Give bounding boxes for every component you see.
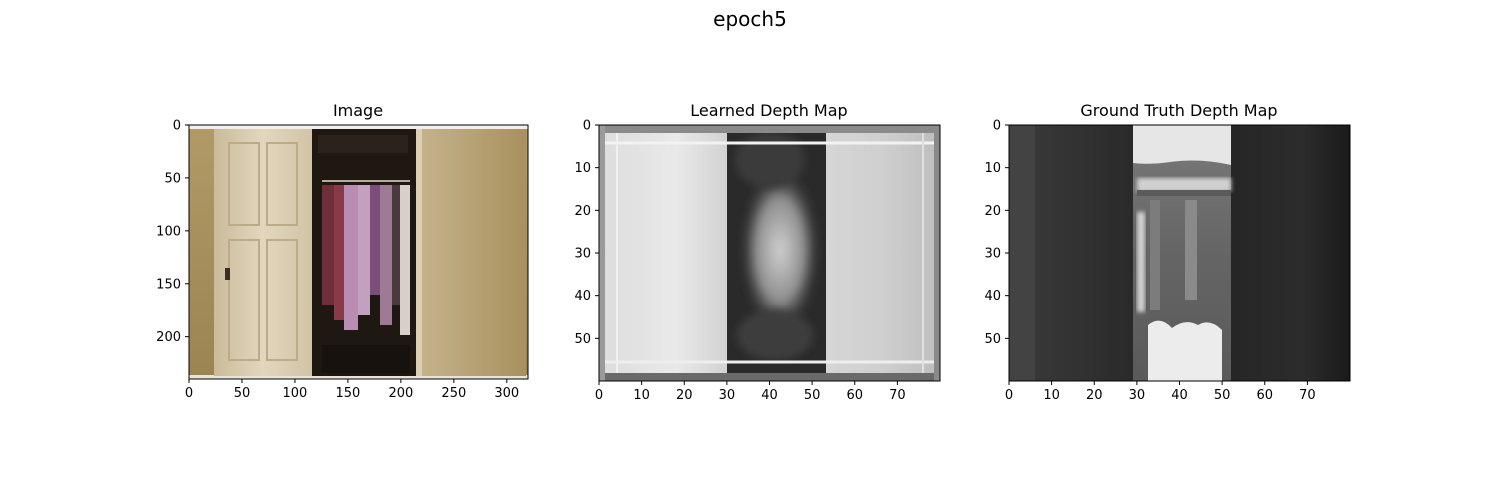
y-tick-label-learned: 40 <box>574 289 591 304</box>
axes-frame-image <box>188 124 529 380</box>
y-tick-label-ground-truth: 40 <box>984 289 1001 304</box>
y-tick-label-image: 100 <box>156 224 181 239</box>
x-tick-label-ground-truth: 60 <box>1256 388 1273 403</box>
panel-learned-depth: Learned Depth Map 0 10 20 30 40 50 60 70 0 10 20 30… <box>574 101 941 404</box>
photo-image <box>189 125 528 379</box>
y-tick-label-image: 150 <box>156 277 181 292</box>
panel-ground-truth: Ground Truth Depth Map 0 10 20 30 40 50 60 70 0 1… <box>984 101 1351 404</box>
x-tick-label-learned: 60 <box>846 388 863 403</box>
y-tick-label-image: 200 <box>156 330 181 345</box>
panel-title-image: Image <box>333 101 383 120</box>
x-tick-label-image: 300 <box>494 386 519 401</box>
panel-title-learned: Learned Depth Map <box>690 101 847 120</box>
panel-title-ground-truth: Ground Truth Depth Map <box>1080 101 1277 120</box>
y-tick-label-ground-truth: 10 <box>984 161 1001 176</box>
x-tick-label-ground-truth: 50 <box>1214 388 1231 403</box>
y-tick-label-image: 0 <box>173 119 181 134</box>
x-tick-label-learned: 0 <box>595 388 603 403</box>
x-tick-label-learned: 10 <box>633 388 650 403</box>
x-tick-label-learned: 50 <box>804 388 821 403</box>
x-tick-label-ground-truth: 40 <box>1171 388 1188 403</box>
y-tick-label-learned: 30 <box>574 247 591 262</box>
x-tick-label-ground-truth: 0 <box>1005 388 1013 403</box>
x-tick-label-learned: 70 <box>889 388 906 403</box>
y-tick-label-ground-truth: 50 <box>984 332 1001 347</box>
x-tick-label-ground-truth: 10 <box>1043 388 1060 403</box>
y-tick-label-ground-truth: 0 <box>993 119 1001 134</box>
axes-learned: 0 10 20 30 40 50 60 70 0 10 20 30 40 50 <box>574 119 905 404</box>
learned-depth-image <box>599 125 940 381</box>
y-tick-label-learned: 10 <box>574 161 591 176</box>
axes-image: 0 50 100 150 200 250 300 0 50 100 150 200 <box>156 119 519 402</box>
figure-suptitle: epoch5 <box>713 7 787 31</box>
panel-image: Image <box>156 101 529 402</box>
y-tick-label-learned: 0 <box>583 119 591 134</box>
y-tick-label-learned: 20 <box>574 204 591 219</box>
x-tick-label-image: 0 <box>185 386 193 401</box>
y-tick-label-ground-truth: 30 <box>984 247 1001 262</box>
x-tick-label-learned: 40 <box>761 388 778 403</box>
y-tick-label-ground-truth: 20 <box>984 204 1001 219</box>
y-tick-label-learned: 50 <box>574 332 591 347</box>
x-tick-label-image: 250 <box>441 386 466 401</box>
y-tick-label-image: 50 <box>164 171 181 186</box>
x-tick-label-learned: 30 <box>719 388 736 403</box>
ground-truth-depth-image <box>1009 125 1350 381</box>
x-tick-label-ground-truth: 20 <box>1086 388 1103 403</box>
x-tick-label-image: 100 <box>283 386 308 401</box>
axes-ground-truth: 0 10 20 30 40 50 60 70 0 10 20 30 40 50 <box>984 119 1315 404</box>
x-tick-label-ground-truth: 70 <box>1299 388 1316 403</box>
x-tick-label-image: 50 <box>234 386 251 401</box>
x-tick-label-ground-truth: 30 <box>1129 388 1146 403</box>
x-tick-label-image: 200 <box>388 386 413 401</box>
x-tick-label-learned: 20 <box>676 388 693 403</box>
x-tick-label-image: 150 <box>335 386 360 401</box>
